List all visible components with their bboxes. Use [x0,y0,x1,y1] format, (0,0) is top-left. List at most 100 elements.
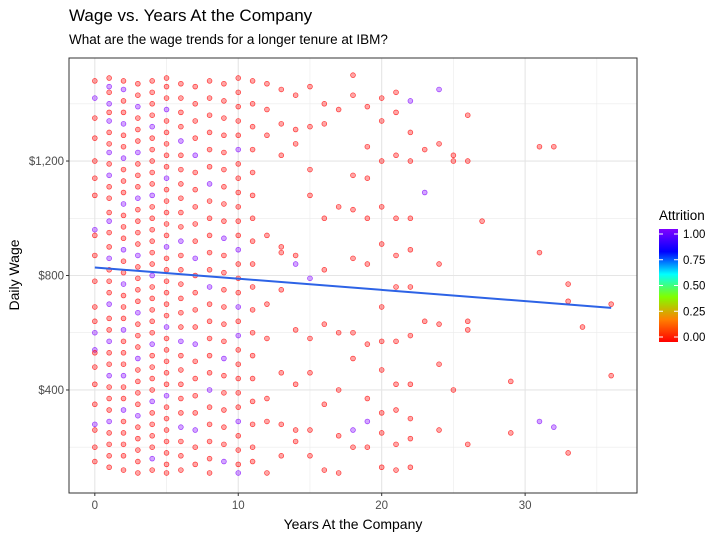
scatter-point [120,224,127,230]
scatter-point [149,204,155,210]
scatter-point [608,301,614,307]
scatter-point [192,341,198,347]
scatter-point [120,166,127,173]
scatter-point [206,352,213,359]
scatter-point [249,123,256,130]
scatter-point [178,467,184,473]
scatter-point [278,370,285,376]
scatter-point [221,390,227,396]
scatter-point [135,401,141,408]
y-axis-title: Daily Wage [6,239,22,310]
scatter-point [278,453,285,459]
scatter-point [450,387,457,393]
legend-tick-label: 0.25 [683,306,705,318]
scatter-point [120,430,127,436]
scatter-point [120,258,127,264]
scatter-point [163,118,170,124]
scatter-point [565,298,571,305]
scatter-point [407,415,414,422]
scatter-point [178,152,184,159]
scatter-point [149,410,155,416]
scatter-point [221,115,227,121]
scatter-point [163,347,170,353]
scatter-point [393,407,399,413]
scatter-point [192,221,198,227]
scatter-point [178,224,184,230]
scatter-point [120,418,127,425]
scatter-point [92,252,98,259]
scatter-point [221,149,227,156]
scatter-point [508,378,514,385]
scatter-point [221,98,227,104]
scatter-point [163,129,170,136]
scatter-point [221,287,227,293]
scatter-point [450,158,457,164]
scatter-point [106,255,112,262]
scatter-point [163,83,170,90]
scatter-point [249,215,256,222]
scatter-point [178,309,184,316]
scatter-point [464,327,471,333]
scatter-point [106,338,112,345]
scatter-point [479,218,485,224]
scatter-point [135,218,141,224]
scatter-point [192,289,198,296]
scatter-point [393,215,399,222]
scatter-point [178,410,184,416]
scatter-point [106,172,112,179]
scatter-point [292,92,299,98]
scatter-point [135,321,141,327]
scatter-point [221,166,227,173]
scatter-point [536,418,543,425]
scatter-point [163,278,170,284]
scatter-point [235,375,242,382]
scatter-point [292,141,299,147]
scatter-point [178,252,184,259]
scatter-point [192,135,198,141]
scatter-point [149,261,155,267]
scatter-point [192,83,198,90]
scatter-point [120,121,127,127]
scatter-point [163,141,170,147]
scatter-point [321,215,328,222]
scatter-point [249,329,256,336]
scatter-point [163,75,170,81]
legend-tick-label: 0.00 [683,332,705,344]
scatter-point [178,424,184,430]
scatter-point [292,261,299,267]
scatter-point [364,143,371,150]
scatter-point [307,427,313,433]
scatter-point [264,470,270,476]
scatter-point [135,458,141,465]
scatter-point [206,335,213,342]
scatter-point [178,352,184,359]
scatter-point [450,152,457,159]
scatter-point [120,407,127,413]
scatter-point [178,95,184,101]
scatter-point [106,184,112,190]
scatter-point [321,467,328,473]
scatter-point [92,364,98,370]
scatter-point [192,152,198,159]
scatter-point [307,335,313,342]
scatter-point [106,278,112,284]
scatter-point [307,453,313,459]
scatter-point [579,324,586,330]
scatter-point [393,152,399,159]
scatter-point [163,106,170,113]
scatter-point [92,175,98,181]
scatter-point [149,135,155,141]
scatter-point [249,421,256,428]
scatter-point [206,164,213,170]
scatter-point [235,161,242,167]
legend-tick-label: 0.75 [683,255,705,267]
x-tick-label: 0 [92,500,98,512]
scatter-point [378,241,385,247]
scatter-point [421,146,428,153]
scatter-point [149,455,155,462]
scatter-point [92,444,98,450]
scatter-point [106,149,112,156]
scatter-point [135,92,141,98]
scatter-point [278,244,285,250]
scatter-point [92,318,98,325]
